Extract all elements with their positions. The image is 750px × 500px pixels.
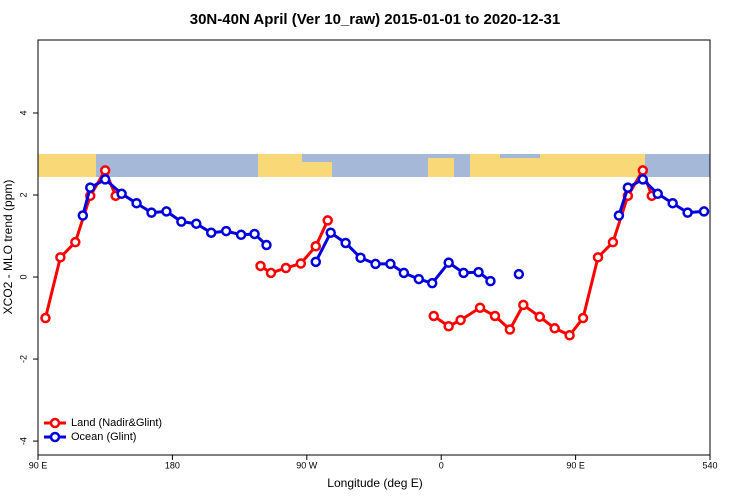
data-point [310,256,322,268]
data-point [637,174,649,185]
data-point [577,312,589,324]
x-tick-label: 0 [439,460,444,470]
legend-marker [49,417,61,429]
series-line [44,168,654,337]
data-point [385,258,396,270]
data-point [99,174,111,185]
data-point [474,302,486,314]
data-point [85,182,96,193]
data-point [485,275,496,287]
data-point [622,182,634,193]
data-point [370,258,381,270]
x-tick-label: 90 E [29,460,48,470]
data-point [265,267,277,279]
data-point [473,266,484,278]
x-tick-label: 540 [702,460,717,470]
data-point [637,165,649,176]
data-point [70,236,81,248]
data-point [652,188,663,200]
data-point [176,216,187,227]
y-axis-label: XCO2 - MLO trend (ppm) [1,180,15,315]
plot-frame [37,39,711,456]
x-tick-label: 180 [165,460,180,470]
data-point [99,165,111,176]
data-point [40,312,51,324]
data-point [280,262,292,274]
data-point [504,324,516,335]
data-point [458,267,469,279]
data-point [295,258,307,269]
data-point [261,239,272,251]
chart-title: 30N-40N April (Ver 10_raw) 2015-01-01 to… [190,11,560,28]
data-point [191,218,202,229]
data-point [489,310,501,322]
data-point [426,277,438,289]
legend-label: Ocean (Glint) [71,431,136,443]
data-point [55,252,66,263]
x-tick-label: 90 E [566,460,585,470]
x-axis-label: Longitude (deg E) [327,476,422,490]
y-tick-label: 2 [18,193,28,198]
data-point [235,229,247,241]
data-point [428,310,439,322]
data-point [310,241,322,252]
data-point [682,207,693,218]
legend-marker [49,431,61,443]
data-point [413,273,425,285]
data-point [443,257,454,268]
data-point [398,267,410,279]
data-point [249,228,260,240]
data-point [667,197,678,209]
data-point [443,320,454,332]
data-point [322,215,333,226]
y-tick-label: 4 [18,110,28,115]
data-point [698,206,710,217]
data-point [340,237,351,249]
data-point [255,260,266,272]
data-point [131,197,142,209]
data-point [592,252,604,263]
data-point [205,227,217,238]
data-point [607,236,619,248]
y-tick-label: -2 [18,355,28,363]
x-tick-label: 90 W [296,460,318,470]
data-point [220,225,232,237]
legend-label: Land (Nadir&Glint) [71,417,162,429]
data-point [455,314,466,326]
map-strip [38,154,710,177]
data-point [116,188,127,200]
data-point [355,252,366,264]
data-point [613,210,625,221]
data-point [518,299,529,311]
data-point [161,206,172,217]
y-tick-label: -4 [18,437,28,445]
data-point [77,210,89,221]
data-point [513,268,525,280]
data-point [146,207,157,218]
data-point [549,323,560,334]
data-point [534,311,546,323]
y-tick-label: 0 [18,275,28,280]
data-point [564,330,575,341]
data-point [325,227,336,238]
